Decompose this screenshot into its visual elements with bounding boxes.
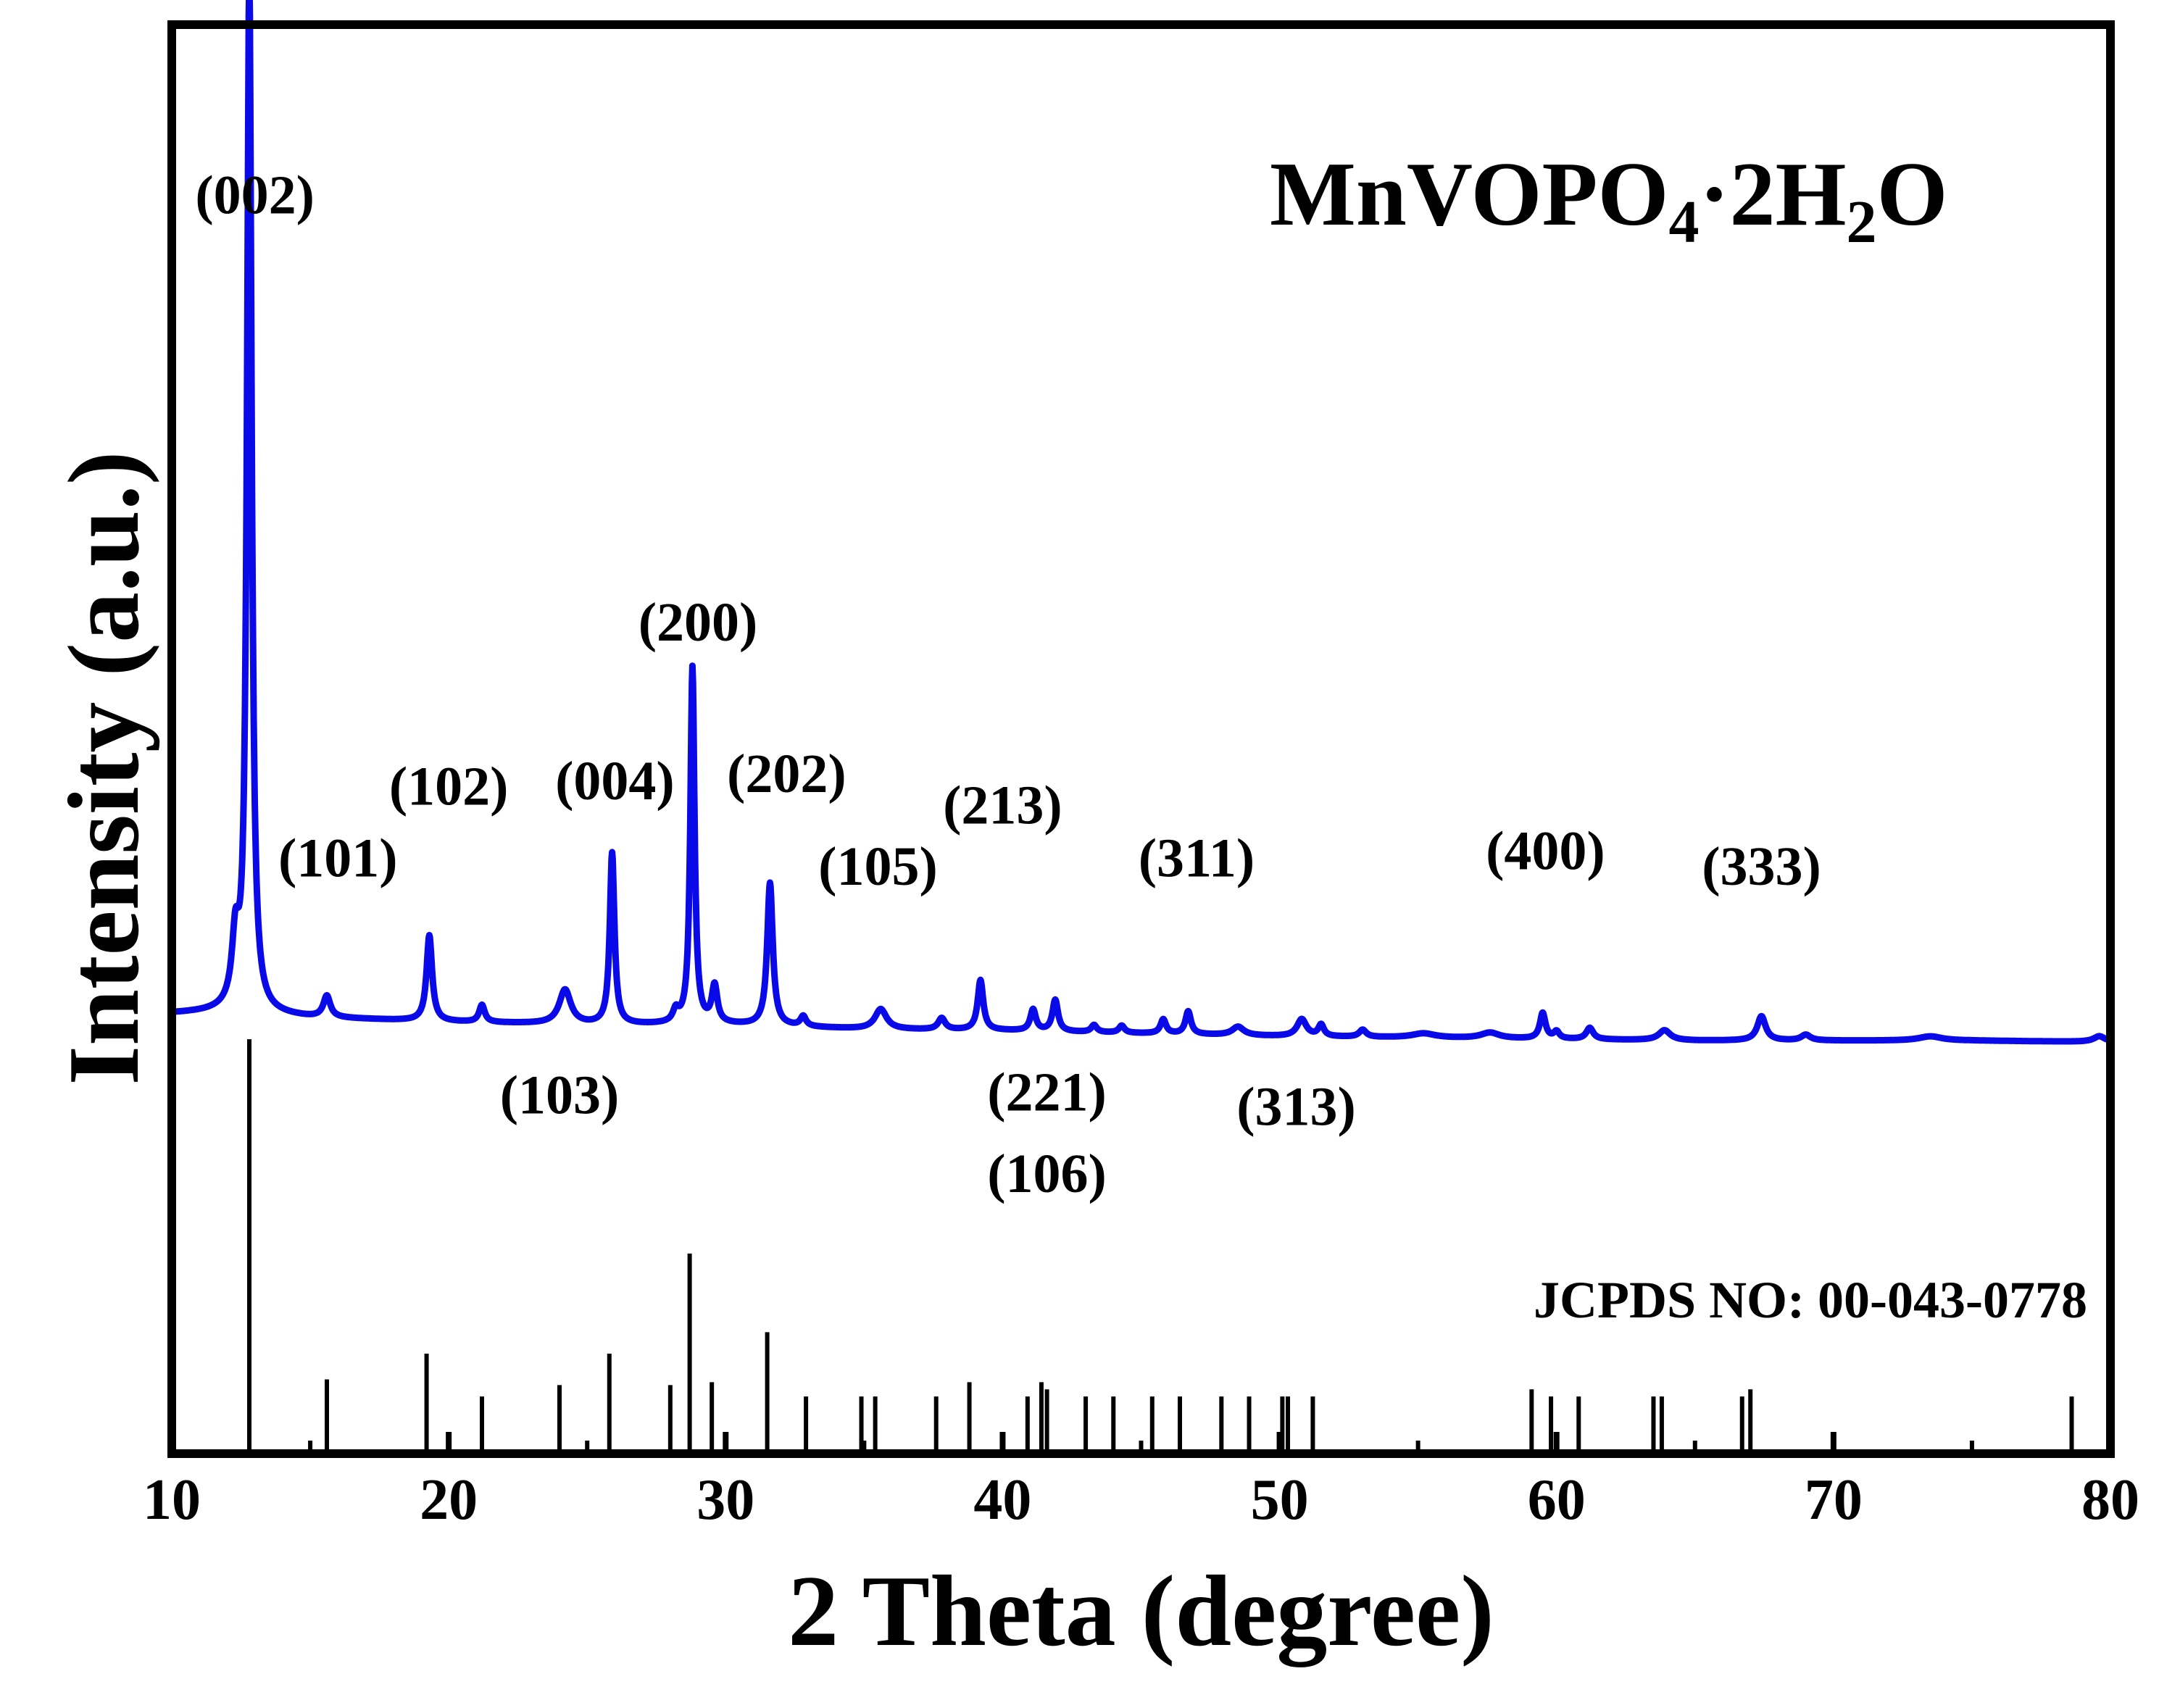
peak-label: (213) (943, 775, 1062, 836)
peak-label: (313) (1236, 1076, 1356, 1137)
x-tick-label: 70 (1805, 1468, 1863, 1532)
peak-label: (004) (555, 751, 675, 812)
peak-label: (106) (987, 1143, 1107, 1204)
peak-labels: (002) (101) (102) (004) (200) (202) (103) (105)… (195, 164, 1821, 1204)
peak-label: (202) (727, 743, 846, 804)
peak-label: (311) (1139, 828, 1255, 888)
y-axis-label: Intensity (a.u.) (48, 451, 160, 1085)
x-tick-label: 30 (696, 1468, 754, 1532)
x-tick-label: 60 (1528, 1468, 1586, 1532)
peak-label: (333) (1702, 836, 1821, 897)
x-tick-label: 40 (973, 1468, 1031, 1532)
peak-label: (102) (389, 757, 509, 817)
reference-label: JCPDS NO: 00-043-0778 (1534, 1271, 2087, 1329)
peak-label: (002) (195, 164, 315, 225)
peak-label: (400) (1486, 820, 1605, 881)
reference-lines (247, 1039, 2074, 1454)
x-tick-label: 10 (143, 1468, 201, 1532)
chart-title: MnVOPO4·2H2O (1270, 144, 1948, 256)
x-tick-label: 80 (2081, 1468, 2139, 1532)
peak-label: (221) (987, 1062, 1107, 1123)
x-tick-label: 20 (420, 1468, 478, 1532)
peak-label: (103) (500, 1065, 620, 1126)
peak-label: (200) (638, 592, 758, 653)
x-tick-label: 50 (1251, 1468, 1309, 1532)
series-line (168, 0, 2114, 1045)
x-axis-label: 2 Theta (degree) (788, 1555, 1494, 1667)
x-axis-ticks: 10 20 30 40 50 60 70 80 (143, 1432, 2139, 1532)
peak-label: (105) (818, 836, 938, 897)
peak-label: (101) (278, 828, 398, 888)
